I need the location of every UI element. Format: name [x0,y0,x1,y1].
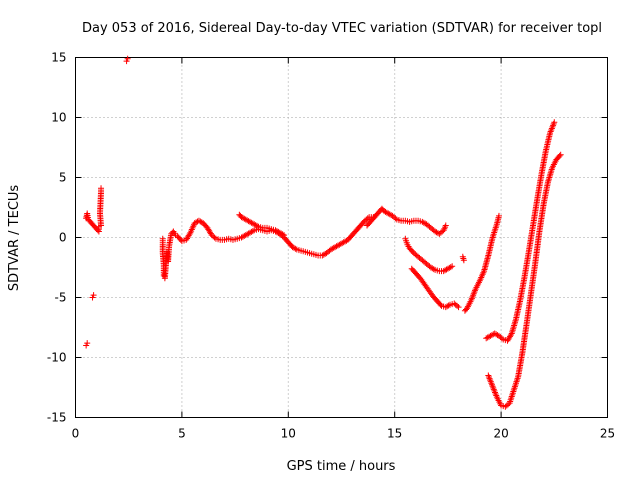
series-track-late-upper [483,119,558,344]
y-tick-label: 10 [51,111,66,125]
x-tick-label: 20 [493,427,508,441]
tick-labels: 0 5 10 15 20 25 -15 -10 -5 0 5 10 15 [47,51,615,441]
x-tick-label: 15 [387,427,402,441]
data-point [249,228,256,235]
data-point [557,151,564,158]
data-point [98,185,105,192]
y-axis-label: SDTVAR / TECUs [7,185,22,292]
y-tick-label: -10 [47,351,67,365]
plot-frame [75,57,608,418]
data-point [90,292,97,299]
data-point [279,231,286,238]
data-point [447,264,454,271]
data-point [495,212,502,219]
data-point [430,266,437,273]
x-tick-label: 25 [600,427,615,441]
data-point [124,55,131,62]
chart-title: Day 053 of 2016, Sidereal Day-to-day VTE… [82,21,602,36]
data-point [94,227,101,234]
y-tick-label: 0 [59,231,67,245]
series-track-dip-upper [402,235,456,275]
data-point [455,304,462,311]
x-tick-label: 10 [281,427,296,441]
y-tick-label: -15 [47,411,67,425]
data-point [498,335,505,342]
series-track-evening-rise [459,212,502,314]
data-point [186,231,193,238]
grid [75,57,608,418]
x-tick-label: 5 [178,427,186,441]
series-track-late-lower [485,151,564,410]
data-point [449,263,456,270]
data-point [556,152,563,159]
data-point [454,302,461,309]
y-tick-label: 5 [59,171,67,185]
data-point [211,234,218,241]
data-point [460,257,467,264]
data-point [364,215,371,222]
data-point [445,302,452,309]
series-track-secondary [236,211,288,239]
data-point [281,232,288,239]
x-axis-label: GPS time / hours [287,459,396,474]
data-point [292,245,299,252]
series-track-isolated-early [83,55,131,349]
data-point [507,331,514,338]
data-point [437,301,444,308]
data-point [551,119,558,126]
series-track-main [159,214,377,282]
data-points [83,55,564,410]
series-track-dip-lower [408,265,462,311]
y-tick-label: -5 [55,291,67,305]
data-point [84,340,91,347]
y-tick-label: 15 [51,51,66,65]
data-point [177,236,184,243]
data-point [392,215,399,222]
series-track-afternoon [364,205,449,237]
data-point [442,222,449,229]
data-point [254,222,261,229]
x-tick-label: 0 [72,427,80,441]
